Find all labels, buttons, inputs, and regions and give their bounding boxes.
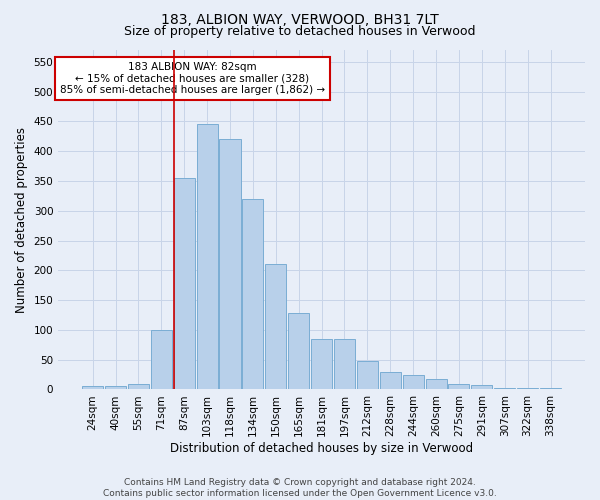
Bar [540,388,561,390]
Bar [265,264,286,390]
Bar [128,384,149,390]
Text: 183 ALBION WAY: 82sqm
← 15% of detached houses are smaller (328)
85% of semi-det: 183 ALBION WAY: 82sqm ← 15% of detached … [60,62,325,95]
Bar [403,374,424,390]
Bar [494,388,515,390]
X-axis label: Distribution of detached houses by size in Verwood: Distribution of detached houses by size … [170,442,473,455]
Bar [105,386,126,390]
Bar [151,330,172,390]
Bar [242,199,263,390]
Bar [517,388,538,390]
Bar [425,378,446,390]
Bar [197,124,218,390]
Bar [82,386,103,390]
Text: Size of property relative to detached houses in Verwood: Size of property relative to detached ho… [124,25,476,38]
Bar [448,384,469,390]
Text: 183, ALBION WAY, VERWOOD, BH31 7LT: 183, ALBION WAY, VERWOOD, BH31 7LT [161,12,439,26]
Bar [472,384,493,390]
Bar [380,372,401,390]
Bar [288,313,309,390]
Text: Contains HM Land Registry data © Crown copyright and database right 2024.
Contai: Contains HM Land Registry data © Crown c… [103,478,497,498]
Bar [334,339,355,390]
Bar [357,361,378,390]
Y-axis label: Number of detached properties: Number of detached properties [15,126,28,312]
Bar [311,339,332,390]
Bar [173,178,195,390]
Bar [220,140,241,390]
